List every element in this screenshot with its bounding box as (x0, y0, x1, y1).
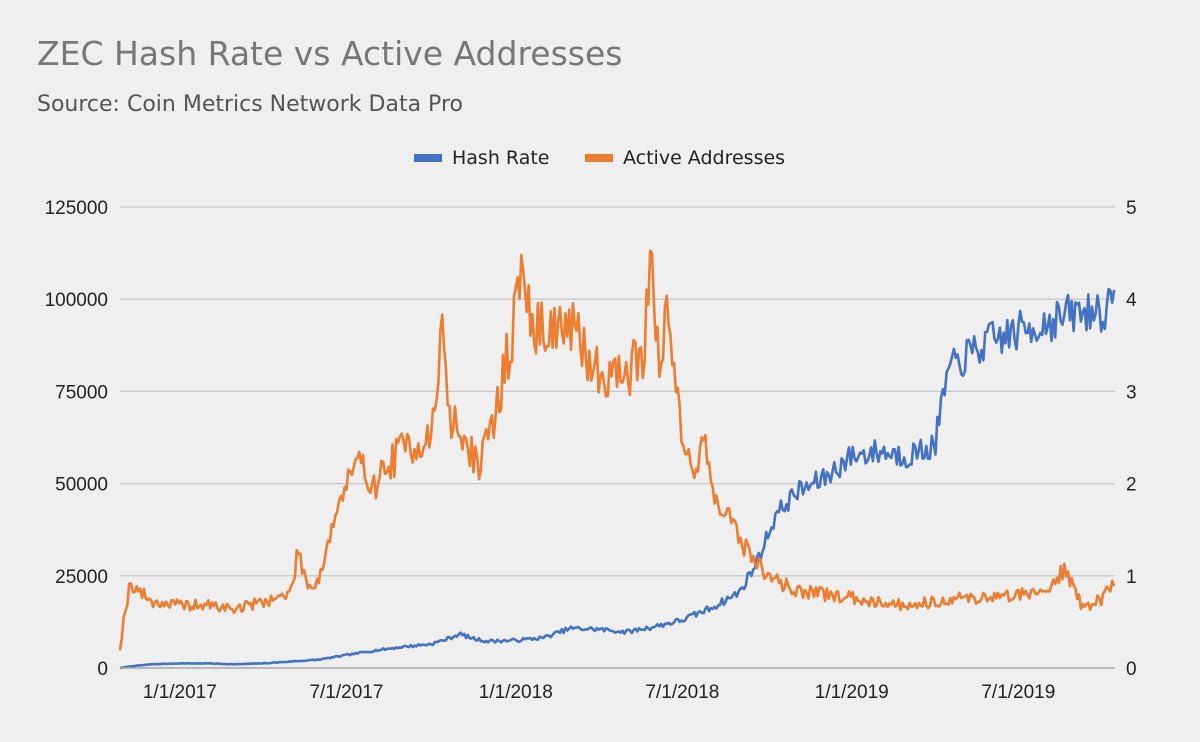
legend: Hash Rate Active Addresses (414, 147, 785, 169)
series-line-hash-rate (119, 287, 1116, 670)
y-tick-label-right-5: 5 (1126, 198, 1137, 219)
x-tick-label-4: 1/1/2019 (815, 682, 889, 703)
x-tick-label-5: 7/1/2019 (981, 682, 1055, 703)
chart-title: ZEC Hash Rate vs Active Addresses (37, 34, 623, 73)
legend-swatch-hash-rate (414, 154, 442, 162)
y-tick-label-right-0: 0 (1126, 659, 1137, 680)
legend-label-active-addresses: Active Addresses (623, 147, 785, 169)
chart-subtitle: Source: Coin Metrics Network Data Pro (37, 92, 463, 117)
x-tick-label-2: 1/1/2018 (479, 682, 553, 703)
y-tick-label-left-50000: 50000 (55, 475, 108, 496)
y-tick-label-right-1: 1 (1126, 567, 1137, 588)
y-tick-label-right-2: 2 (1126, 475, 1137, 496)
series-lines (118, 249, 1116, 670)
y-tick-label-left-25000: 25000 (55, 567, 108, 588)
y-tick-label-left-75000: 75000 (55, 382, 108, 403)
legend-label-hash-rate: Hash Rate (452, 147, 549, 169)
x-tick-label-1: 7/1/2017 (309, 682, 383, 703)
y-tick-label-right-3: 3 (1126, 382, 1137, 403)
y-tick-label-left-100000: 100000 (45, 290, 108, 311)
gridlines (120, 206, 1115, 577)
legend-swatch-active-addresses (585, 154, 613, 162)
y-tick-label-right-4: 4 (1126, 290, 1137, 311)
x-tick-label-0: 1/1/2017 (143, 682, 217, 703)
series-line-active-addresses (118, 249, 1116, 651)
y-tick-label-left-0: 0 (97, 659, 108, 680)
x-tick-label-3: 7/1/2018 (645, 682, 719, 703)
axes: 0 25000 50000 75000 100000 125000 0 1 2 3 4 5 1/1/20… (45, 198, 1137, 703)
y-tick-label-left-125000: 125000 (45, 198, 108, 219)
